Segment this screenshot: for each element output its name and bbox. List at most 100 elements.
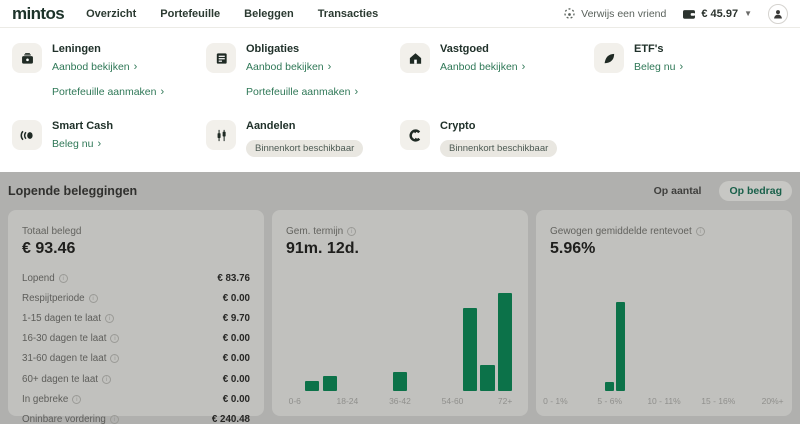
user-avatar-button[interactable] xyxy=(768,4,788,24)
party-popper-icon xyxy=(563,7,576,20)
chevron-right-icon: › xyxy=(522,62,526,72)
refer-a-friend-button[interactable]: Verwijs een vriend xyxy=(563,7,666,20)
interest-rate-label: Gewogen gemiddelde rentevoet i xyxy=(550,226,778,237)
product-title: Aandelen xyxy=(246,120,363,132)
product-title: Leningen xyxy=(52,43,164,55)
chart-bin xyxy=(391,291,409,391)
referral-label: Verwijs een vriend xyxy=(581,8,666,20)
stat-row: 60+ dagen te laati€ 0.00 xyxy=(22,369,250,389)
nav-item-overzicht[interactable]: Overzicht xyxy=(86,8,136,20)
chart-bar xyxy=(305,381,319,391)
axis-tick-label: 54-60 xyxy=(442,396,464,406)
nav-item-portefeuille[interactable]: Portefeuille xyxy=(160,8,220,20)
stat-row: Lopendi€ 83.76 xyxy=(22,268,250,288)
product-card-etf-s: ETF's Beleg nu› xyxy=(594,43,788,98)
product-card-crypto: Crypto Binnenkort beschikbaar xyxy=(400,120,594,157)
info-icon[interactable]: i xyxy=(110,354,119,363)
chart-bar xyxy=(605,382,614,391)
chart-bin xyxy=(339,291,357,391)
product-title: Vastgoed xyxy=(440,43,525,55)
product-link[interactable]: Beleg nu› xyxy=(634,61,683,73)
coming-soon-badge: Binnenkort beschikbaar xyxy=(440,140,557,157)
chevron-right-icon: › xyxy=(97,139,101,149)
info-icon[interactable]: i xyxy=(347,227,356,236)
chart-bin xyxy=(735,291,746,391)
interest-rate-value: 5.96% xyxy=(550,240,778,258)
chart-bin xyxy=(702,291,713,391)
nav-item-transacties[interactable]: Transacties xyxy=(318,8,379,20)
status-breakdown-list: Lopendi€ 83.76Respijtperiodei€ 0.001-15 … xyxy=(22,268,250,424)
stat-row: Oninbare vorderingi€ 240.48 xyxy=(22,409,250,424)
wallet-balance-dropdown[interactable]: € 45.97 ▼ xyxy=(682,8,752,20)
info-icon[interactable]: i xyxy=(105,314,114,323)
product-title: ETF's xyxy=(634,43,683,55)
product-cards-grid: Leningen Aanbod bekijken› Portefeuille aan… xyxy=(0,28,800,172)
info-icon[interactable]: i xyxy=(110,415,119,424)
house-icon xyxy=(400,43,430,73)
stat-row: 31-60 dagen te laati€ 0.00 xyxy=(22,349,250,369)
toggle-op-bedrag[interactable]: Op bedrag xyxy=(719,181,792,201)
current-investments-section: Lopende beleggingen Op aantal Op bedrag … xyxy=(0,172,800,416)
info-icon[interactable]: i xyxy=(59,274,68,283)
wallet-icon xyxy=(682,8,696,20)
product-link[interactable]: Portefeuille aanmaken› xyxy=(52,86,164,98)
info-icon[interactable]: i xyxy=(72,395,81,404)
info-icon[interactable]: i xyxy=(89,294,98,303)
chart-bin xyxy=(637,291,648,391)
product-card-obligaties: Obligaties Aanbod bekijken› Portefeuille a… xyxy=(206,43,400,98)
product-card-smart-cash: Smart Cash Beleg nu› xyxy=(12,120,206,157)
product-link[interactable]: Aanbod bekijken› xyxy=(246,61,358,73)
axis-tick-label: 36-42 xyxy=(389,396,411,406)
product-title: Crypto xyxy=(440,120,557,132)
coins-icon xyxy=(12,120,42,150)
chart-bin xyxy=(713,291,724,391)
axis-tick-label: 18-24 xyxy=(336,396,358,406)
mintos-logo[interactable]: mintos xyxy=(12,4,64,24)
info-icon[interactable]: i xyxy=(102,375,111,384)
product-link[interactable]: Beleg nu› xyxy=(52,138,113,150)
nav-item-beleggen[interactable]: Beleggen xyxy=(244,8,294,20)
stat-value: € 240.48 xyxy=(212,414,250,424)
chart-bin xyxy=(321,291,339,391)
chart-bin xyxy=(286,291,304,391)
cent-icon xyxy=(400,120,430,150)
product-card-vastgoed: Vastgoed Aanbod bekijken› xyxy=(400,43,594,98)
product-title: Smart Cash xyxy=(52,120,113,132)
term-bar-chart: 0-618-2436-4254-6072+ xyxy=(286,291,514,408)
chart-bin xyxy=(496,291,514,391)
chart-bin xyxy=(615,291,626,391)
chart-bin xyxy=(461,291,479,391)
chart-bin xyxy=(572,291,583,391)
bond-icon xyxy=(206,43,236,73)
product-link[interactable]: Aanbod bekijken› xyxy=(440,61,525,73)
axis-tick-label: 72+ xyxy=(498,396,512,406)
chevron-right-icon: › xyxy=(134,62,138,72)
info-icon[interactable]: i xyxy=(110,334,119,343)
product-link[interactable]: Aanbod bekijken› xyxy=(52,61,164,73)
product-link[interactable]: Portefeuille aanmaken› xyxy=(246,86,358,98)
chart-bin xyxy=(669,291,680,391)
stat-row: 16-30 dagen te laati€ 0.00 xyxy=(22,329,250,349)
chart-bin xyxy=(561,291,572,391)
stat-value: € 0.00 xyxy=(223,333,250,344)
stat-value: € 0.00 xyxy=(223,293,250,304)
chart-bar xyxy=(498,293,512,391)
coming-soon-badge: Binnenkort beschikbaar xyxy=(246,140,363,157)
toggle-op-aantal[interactable]: Op aantal xyxy=(644,181,712,201)
chart-bin xyxy=(426,291,444,391)
product-title: Obligaties xyxy=(246,43,358,55)
briefcase-icon xyxy=(12,43,42,73)
chart-bin xyxy=(604,291,615,391)
average-term-panel: Gem. termijn i 91m. 12d. 0-618-2436-4254… xyxy=(272,210,528,416)
chart-bin xyxy=(648,291,659,391)
stat-value: € 0.00 xyxy=(223,394,250,405)
chart-bin xyxy=(583,291,594,391)
topbar-right: Verwijs een vriend € 45.97 ▼ xyxy=(563,4,788,24)
chart-bin xyxy=(409,291,427,391)
product-card-leningen: Leningen Aanbod bekijken› Portefeuille aan… xyxy=(12,43,206,98)
chart-bin xyxy=(444,291,462,391)
average-term-value: 91m. 12d. xyxy=(286,240,514,258)
info-icon[interactable]: i xyxy=(696,227,705,236)
stat-value: € 9.70 xyxy=(223,313,250,324)
chevron-right-icon: › xyxy=(354,87,358,97)
